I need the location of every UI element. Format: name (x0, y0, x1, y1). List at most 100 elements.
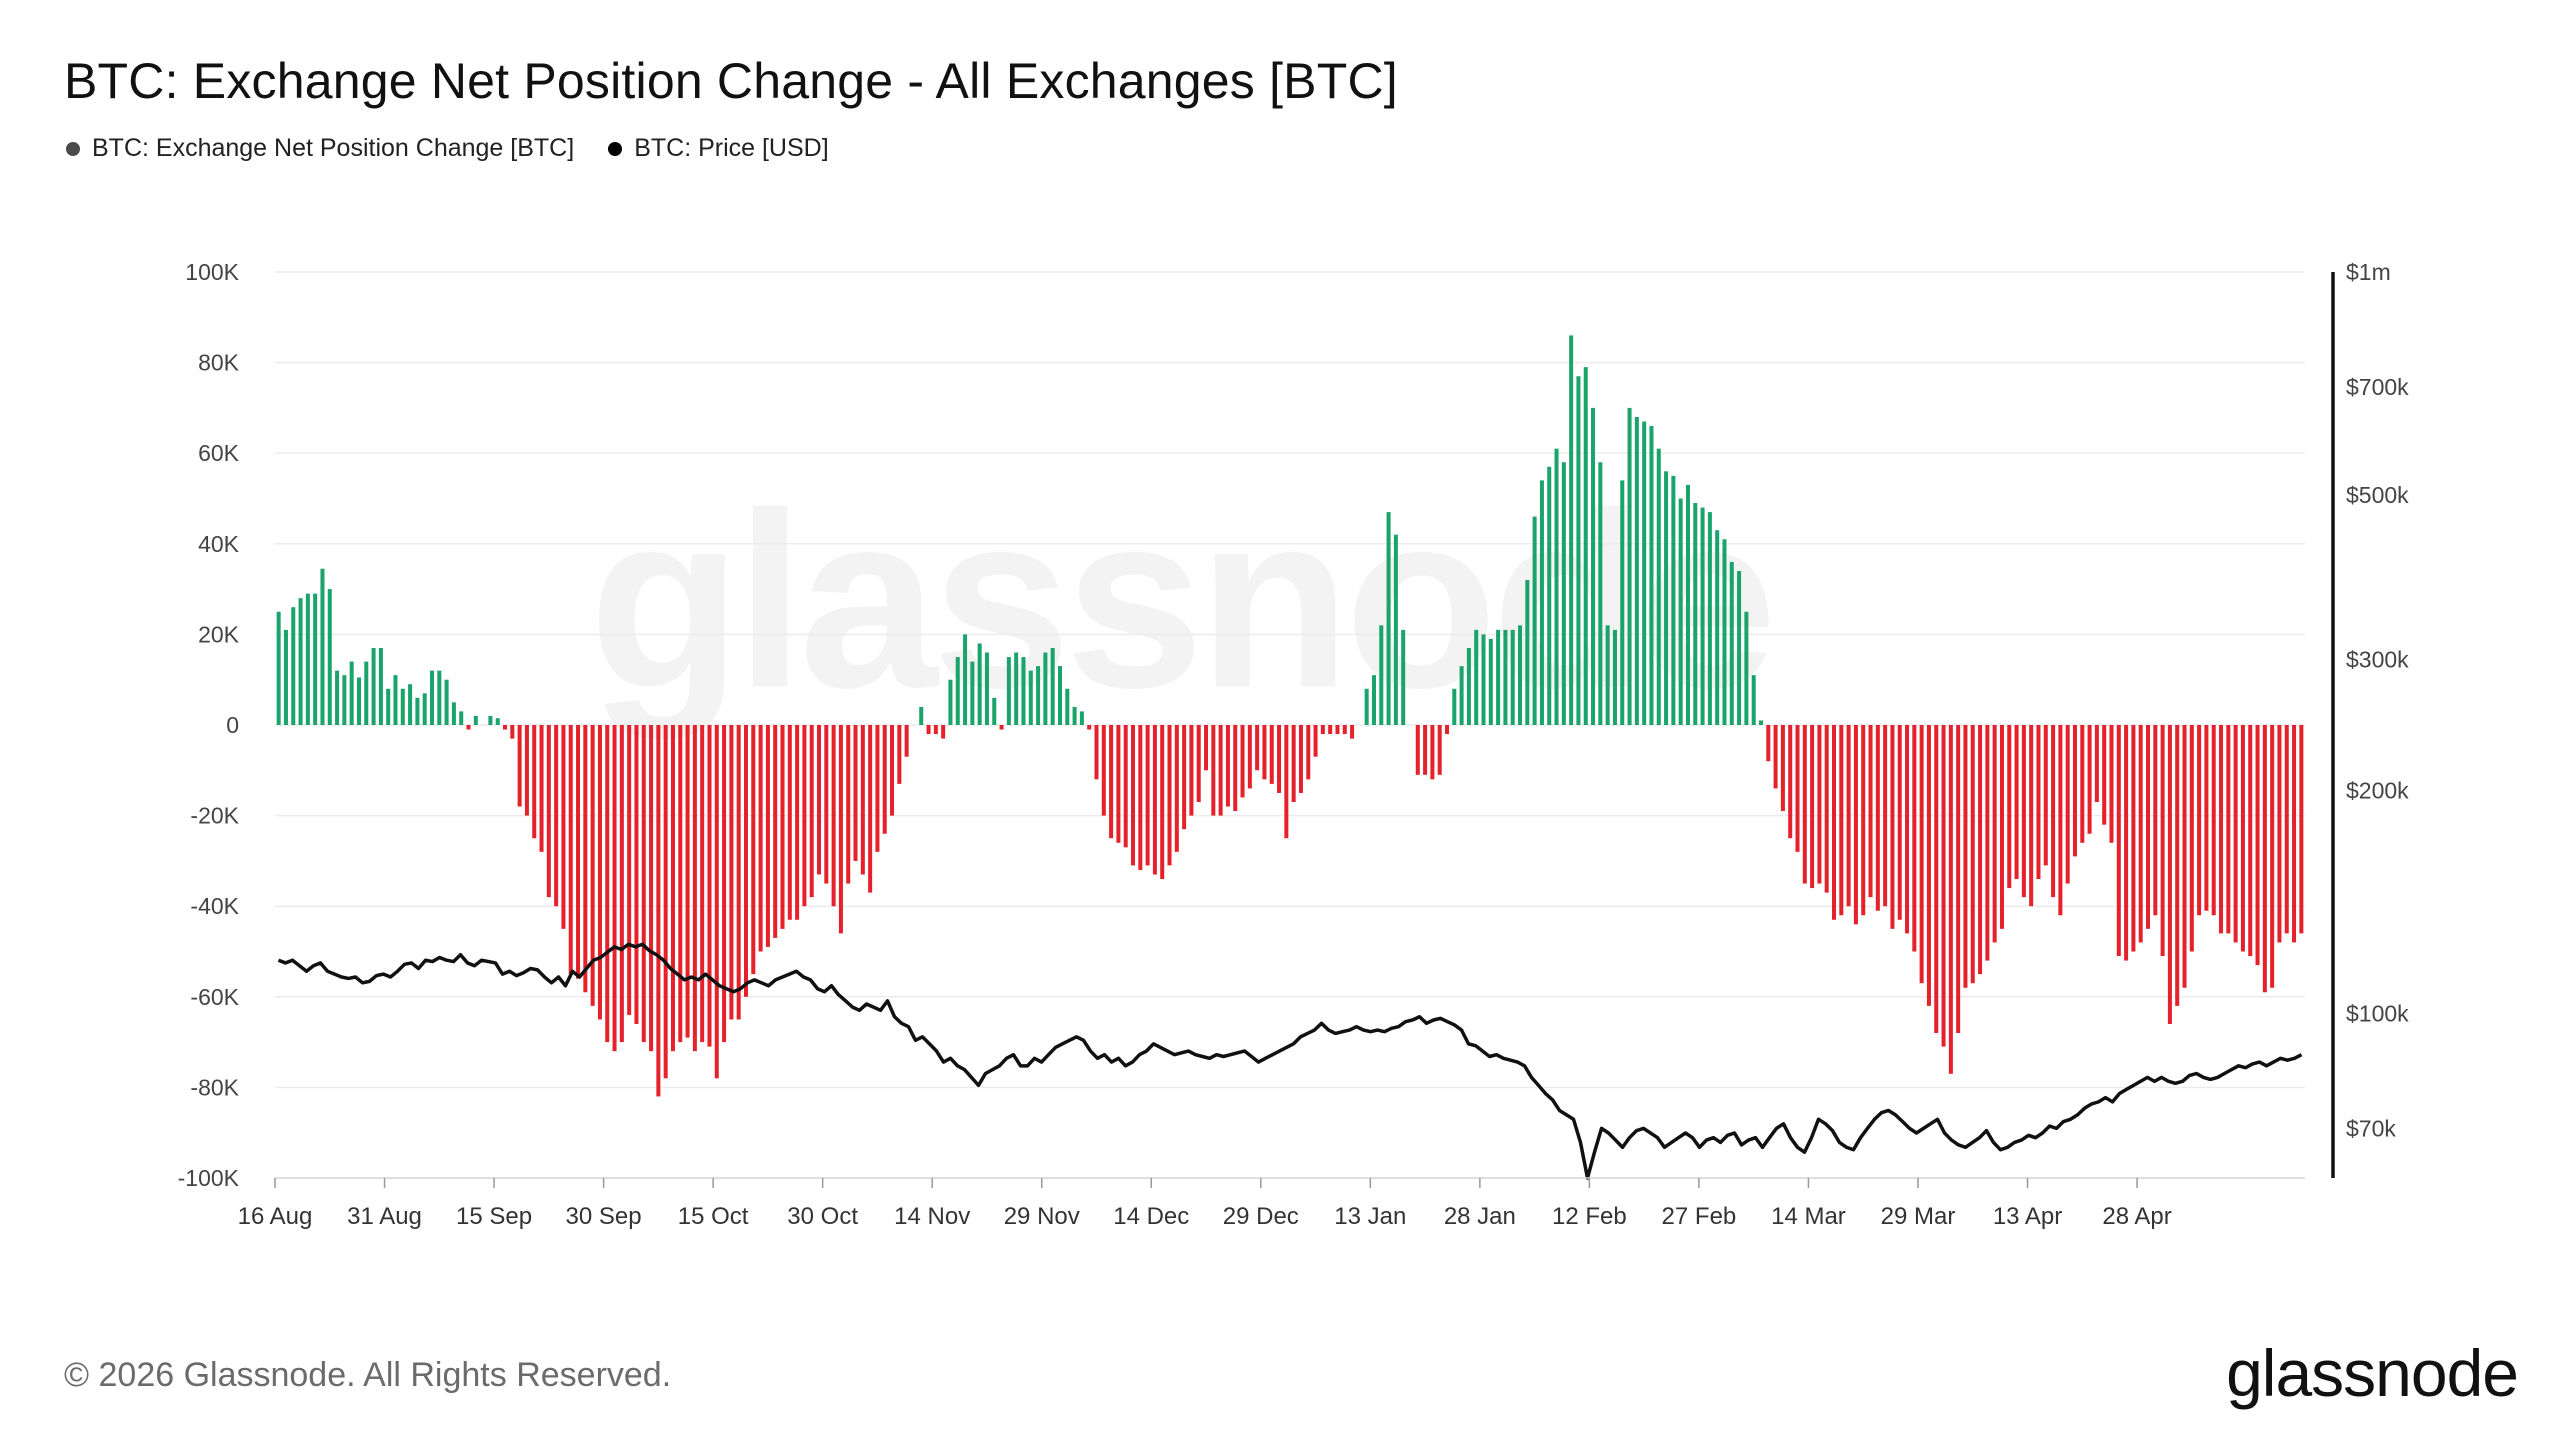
bar (1466, 647, 1471, 725)
legend-label-net-position-change: BTC: Exchange Net Position Change [BTC] (92, 134, 575, 162)
bar (1591, 407, 1596, 725)
bar (2160, 725, 2165, 957)
bar (532, 725, 537, 839)
bar (1729, 561, 1734, 725)
bar (1554, 448, 1559, 725)
x-tick-label: 14 Mar (1771, 1203, 1846, 1230)
bar (1138, 725, 1143, 870)
bar (1788, 725, 1793, 839)
bar (1934, 725, 1939, 1034)
bar (1423, 725, 1428, 775)
bar (1204, 725, 1209, 771)
bar (605, 725, 610, 1043)
bar (1875, 725, 1880, 911)
bar (926, 725, 931, 735)
bar (1196, 725, 1201, 803)
bar (1298, 725, 1303, 793)
bar (1846, 725, 1851, 907)
bar (627, 725, 632, 1015)
bar (590, 725, 595, 1006)
bar (1634, 416, 1639, 725)
right-y-tick-label: $700k (2346, 374, 2409, 400)
price-line (277, 942, 2303, 1180)
bar (2262, 725, 2267, 993)
bar (641, 725, 646, 1043)
bar (1700, 507, 1705, 725)
line-layer (277, 942, 2303, 1180)
bar (320, 568, 325, 725)
y-tick-label: 100K (185, 259, 239, 285)
bar (1152, 725, 1157, 875)
legend-item-net-position-change[interactable]: BTC: Exchange Net Position Change [BTC] (66, 134, 574, 163)
bar (1547, 466, 1552, 725)
chart-title: BTC: Exchange Net Position Change - All … (64, 53, 1398, 109)
bar (2182, 725, 2187, 988)
bar (2102, 725, 2107, 825)
bar (1532, 516, 1537, 725)
bar (1415, 725, 1420, 775)
bar (2189, 725, 2194, 952)
y-tick-label: -60K (190, 984, 239, 1010)
bar (1620, 480, 1625, 725)
bar (597, 725, 602, 1020)
bar (1313, 725, 1318, 757)
bar (890, 725, 895, 816)
bar (1868, 725, 1873, 898)
x-tick-label: 30 Oct (787, 1203, 858, 1230)
x-tick-label: 29 Mar (1881, 1203, 1956, 1230)
bar (510, 725, 515, 739)
bar (1518, 625, 1523, 725)
bar (1758, 720, 1763, 725)
bar (751, 725, 756, 975)
bar (393, 675, 398, 725)
bar (1715, 530, 1720, 725)
right-y-tick-label: $70k (2346, 1115, 2396, 1141)
bar (1605, 625, 1610, 725)
x-tick-label: 12 Feb (1552, 1203, 1627, 1230)
bar (824, 725, 829, 884)
bar (955, 657, 960, 725)
bar (2138, 725, 2143, 943)
bar (422, 693, 427, 725)
bar (1386, 512, 1391, 725)
bar (2087, 725, 2092, 834)
bar (2240, 725, 2245, 952)
bar (1685, 484, 1690, 725)
bar (1364, 688, 1369, 725)
bar (1262, 725, 1267, 780)
legend-item-price[interactable]: BTC: Price [USD] (608, 134, 829, 163)
bar (1021, 657, 1026, 725)
bar (1496, 629, 1501, 725)
bar (1678, 498, 1683, 725)
bar (1072, 706, 1077, 725)
x-tick-label: 30 Sep (566, 1203, 642, 1230)
bar (576, 725, 581, 979)
bar (2299, 725, 2304, 934)
bar (707, 725, 712, 1047)
bar (2131, 725, 2136, 952)
y-tick-label: -100K (178, 1165, 240, 1191)
bar (1328, 725, 1333, 735)
bar (868, 725, 873, 893)
x-tick-label: 14 Nov (894, 1203, 970, 1230)
bar (692, 725, 697, 1052)
y-tick-label: 0 (226, 712, 239, 738)
bar (904, 725, 909, 757)
bar (2036, 725, 2041, 880)
bar (1671, 475, 1676, 725)
bar (429, 670, 435, 725)
bar (619, 725, 624, 1043)
bar (349, 661, 354, 725)
bar (700, 725, 705, 1043)
bar (2226, 725, 2231, 934)
bar (1109, 725, 1114, 839)
bar (1401, 629, 1406, 725)
bar (897, 725, 902, 784)
bar (378, 647, 383, 725)
bar (2007, 725, 2012, 889)
bar (809, 725, 814, 898)
bar (1561, 462, 1566, 725)
bar (298, 598, 303, 725)
bar (1890, 725, 1895, 929)
bar (539, 725, 544, 852)
